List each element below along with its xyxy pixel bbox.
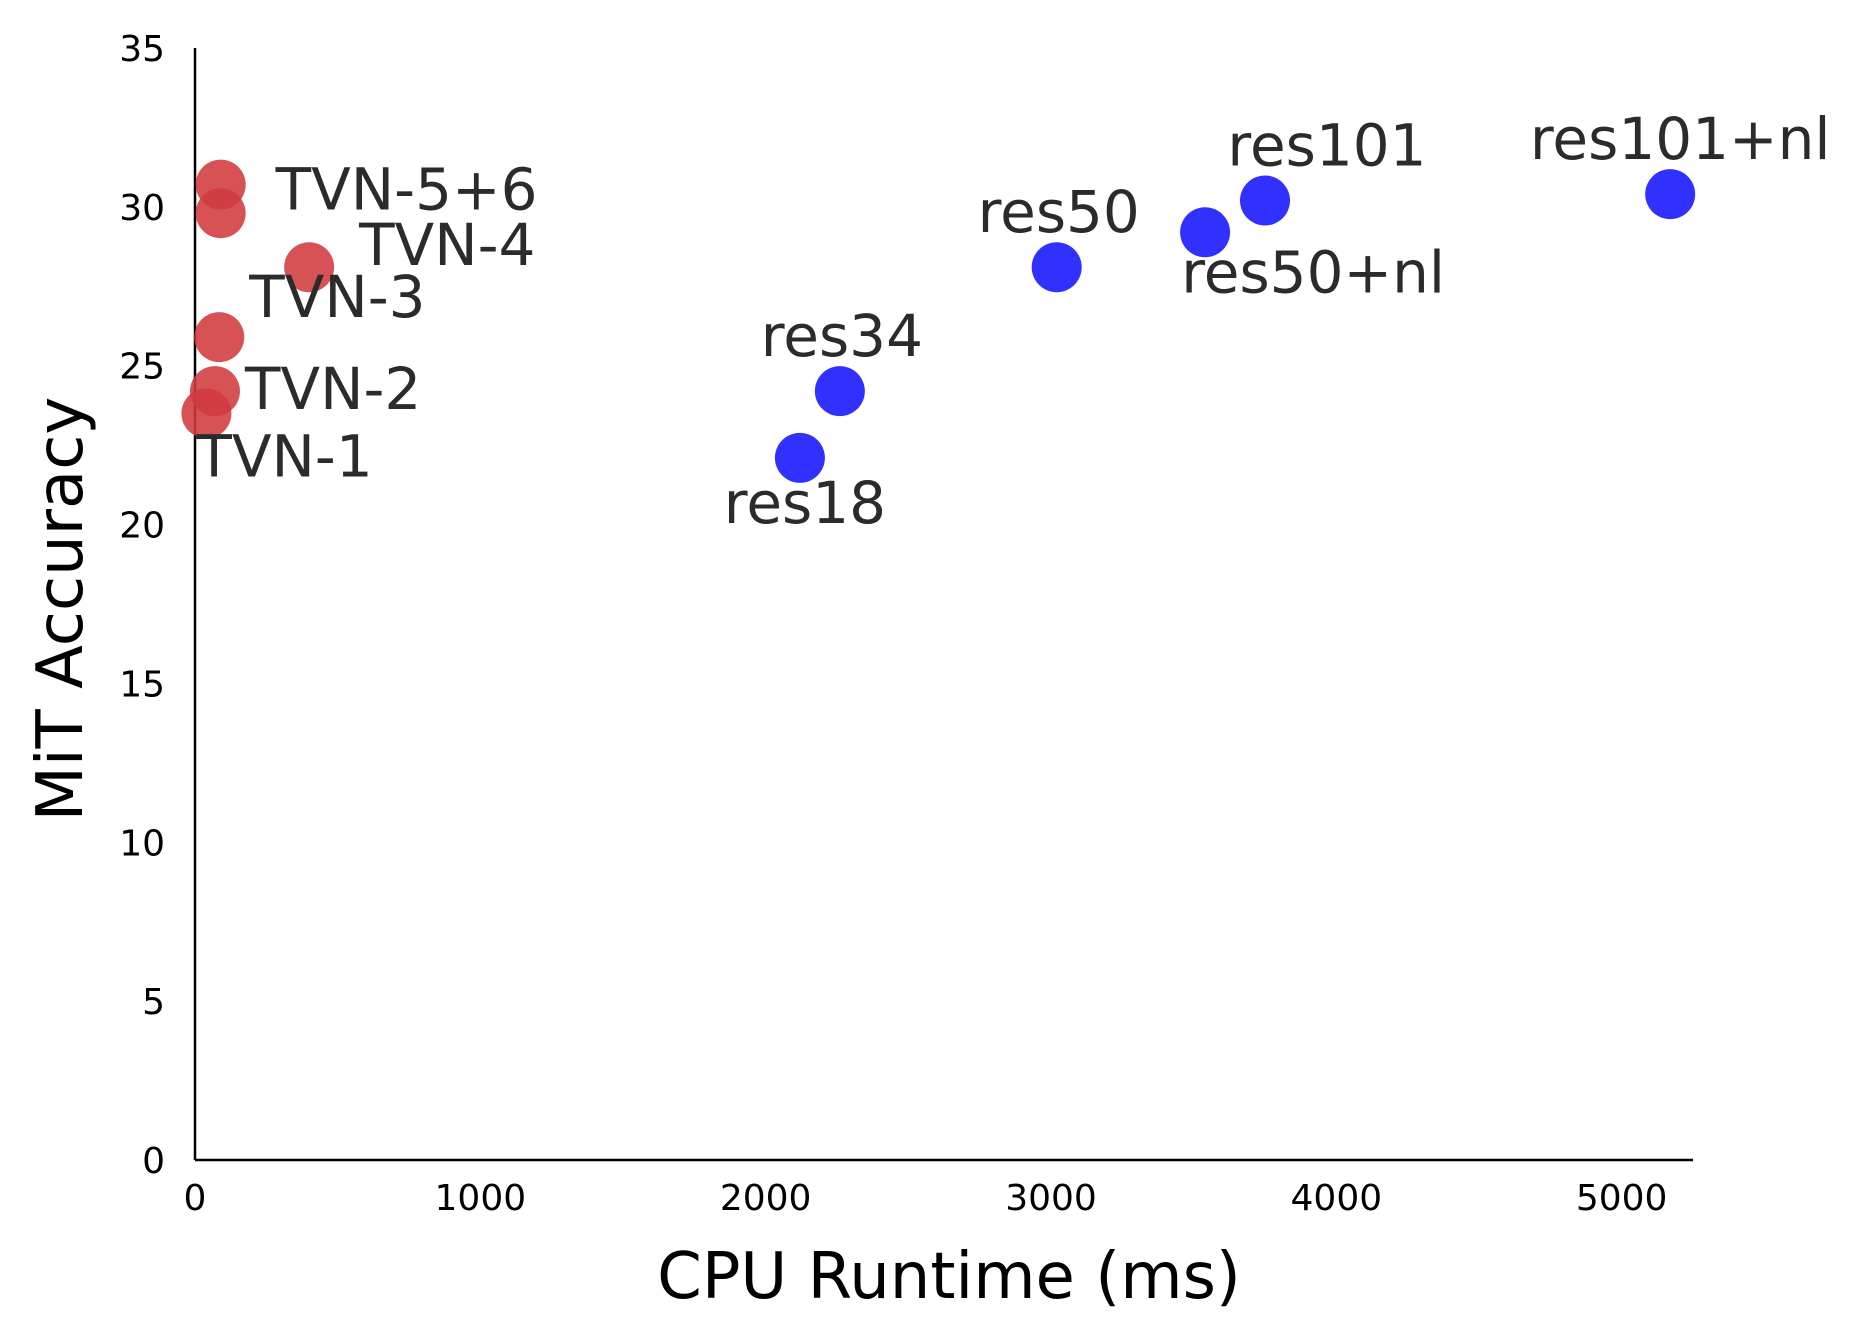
point-label: TVN-5+6: [275, 156, 538, 224]
data-point-res101: [1240, 175, 1290, 226]
y-tick-label: 25: [119, 347, 165, 388]
y-tick-label: 35: [119, 29, 165, 70]
x-tick-label: 1000: [435, 1178, 527, 1219]
y-tick-label: 30: [119, 188, 165, 229]
point-label: TVN-3: [248, 263, 425, 331]
data-point-tvn-2: [189, 366, 240, 417]
x-tick-label: 5000: [1576, 1178, 1668, 1219]
point-label: res50: [978, 178, 1140, 246]
data-point-tvn-3: [194, 312, 245, 363]
data-point-tvn-4: [284, 242, 335, 293]
data-point-res101-nl: [1645, 169, 1696, 220]
point-label: res101+nl: [1530, 105, 1831, 173]
y-tick-label: 15: [119, 664, 165, 705]
point-label: TVN-4: [358, 211, 535, 279]
point-label: res18: [724, 469, 886, 537]
point-label: res101: [1227, 112, 1426, 180]
data-point-series0-5: [195, 188, 246, 239]
point-label: TVN-1: [195, 422, 372, 490]
y-tick-label: 0: [142, 1141, 165, 1182]
data-points: [181, 159, 1696, 483]
y-tick-label: 5: [142, 982, 165, 1023]
x-tick-label: 3000: [1005, 1178, 1097, 1219]
y-tick-label: 20: [119, 506, 165, 547]
data-point-res50: [1031, 242, 1082, 293]
x-tick-label: 0: [184, 1178, 207, 1219]
data-point-res18: [774, 432, 825, 483]
data-point-res50-nl: [1180, 207, 1231, 258]
point-label: res34: [761, 302, 923, 370]
data-point-res34: [814, 366, 865, 417]
x-axis-title: CPU Runtime (ms): [657, 1240, 1241, 1314]
y-axis-title: MiT Accuracy: [24, 397, 98, 822]
x-tick-label: 2000: [720, 1178, 812, 1219]
point-label: TVN-2: [244, 355, 421, 423]
axes: 0 1000 2000 3000 4000 5000 0 5 10 15 20 25 30 35: [119, 29, 1693, 1219]
point-label: res50+nl: [1181, 238, 1445, 306]
x-tick-label: 4000: [1291, 1178, 1383, 1219]
y-tick-label: 10: [119, 823, 165, 864]
